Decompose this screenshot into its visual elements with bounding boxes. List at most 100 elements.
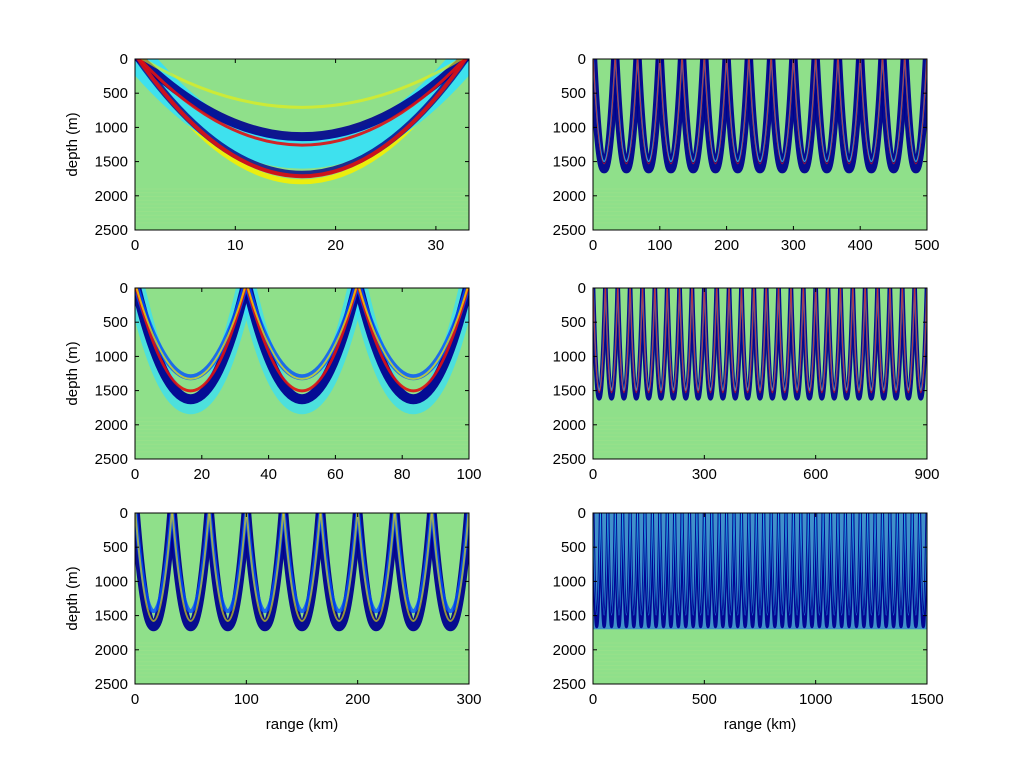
arrival-band <box>358 288 469 380</box>
arrival-band <box>696 513 705 616</box>
y-tick-label: 1000 <box>553 348 586 365</box>
arrival-band <box>763 513 772 616</box>
arrival-band <box>135 59 469 169</box>
arrival-band <box>728 288 742 394</box>
arrival-band <box>807 513 817 616</box>
y-tick-label: 2500 <box>553 676 586 693</box>
axes-frame <box>134 58 470 231</box>
x-tick-label: 0 <box>131 691 139 708</box>
x-tick-label: 500 <box>914 237 939 254</box>
arrival-band <box>911 513 920 616</box>
x-tick-label: 80 <box>394 466 411 483</box>
arrival-band <box>827 288 841 394</box>
y-tick-label: 2000 <box>553 188 586 205</box>
arrival-band <box>889 513 898 616</box>
y-tick-label: 2500 <box>95 222 128 239</box>
x-tick-label: 100 <box>234 691 259 708</box>
arrival-band <box>785 513 794 616</box>
arrival-band <box>246 288 358 380</box>
y-tick-label: 1000 <box>553 119 586 136</box>
arrival-band <box>617 288 631 394</box>
arrival-band <box>681 59 705 165</box>
arrival-band <box>882 59 906 165</box>
x-tick-label: 0 <box>589 466 597 483</box>
arrival-band <box>135 59 469 141</box>
x-tick-label: 30 <box>428 237 445 254</box>
x-axis-label: range (km) <box>266 716 339 733</box>
x-tick-label: 20 <box>327 237 344 254</box>
arrival-band <box>431 513 469 622</box>
arrival-band <box>741 513 750 616</box>
arrival-band <box>136 59 468 178</box>
arrival-band <box>637 513 646 616</box>
arrival-band <box>629 513 638 616</box>
x-tick-label: 200 <box>714 237 739 254</box>
arrival-band <box>901 288 916 394</box>
arrival-band <box>864 288 878 394</box>
arrival-band <box>246 288 358 393</box>
y-tick-label: 1500 <box>95 608 128 625</box>
arrival-band <box>245 513 285 622</box>
arrival-band <box>748 513 757 616</box>
arrival-band <box>666 288 681 394</box>
wavefield <box>135 288 469 453</box>
y-tick-label: 1500 <box>95 154 128 171</box>
y-axis-label: depth (m) <box>64 566 81 630</box>
x-tick-label: 300 <box>692 466 717 483</box>
x-tick-label: 200 <box>345 691 370 708</box>
arrival-band <box>691 288 705 394</box>
y-tick-label: 500 <box>103 539 128 556</box>
arrival-band <box>837 513 846 616</box>
arrival-band <box>790 288 804 394</box>
x-tick-label: 60 <box>327 466 344 483</box>
y-tick-label: 1500 <box>553 383 586 400</box>
y-tick-label: 500 <box>103 85 128 102</box>
y-tick-label: 2000 <box>95 642 128 659</box>
arrival-band <box>718 513 728 616</box>
arrival-band <box>765 288 780 394</box>
arrival-band <box>753 288 767 394</box>
arrival-band <box>679 288 693 394</box>
y-tick-label: 2500 <box>553 222 586 239</box>
x-tick-label: 10 <box>227 237 244 254</box>
arrival-band <box>726 59 750 165</box>
axes-frame <box>592 512 928 685</box>
wavefield <box>135 59 469 224</box>
arrival-band <box>394 513 433 622</box>
y-tick-label: 1500 <box>553 154 586 171</box>
arrival-band <box>711 513 720 616</box>
y-tick-label: 500 <box>561 539 586 556</box>
arrival-band <box>674 513 683 616</box>
arrival-band <box>654 288 668 394</box>
arrival-band <box>837 59 861 165</box>
arrival-band <box>726 513 735 616</box>
x-tick-label: 300 <box>781 237 806 254</box>
arrival-band <box>140 59 464 109</box>
y-tick-label: 2000 <box>553 642 586 659</box>
arrival-band <box>171 513 210 622</box>
arrival-band <box>614 513 624 616</box>
arrival-band <box>793 59 817 165</box>
arrival-band <box>778 288 792 394</box>
arrival-band <box>896 513 906 616</box>
arrival-band <box>593 288 606 394</box>
y-tick-label: 500 <box>561 85 586 102</box>
arrival-band <box>659 59 683 165</box>
field-background <box>135 513 469 684</box>
x-tick-label: 100 <box>456 466 481 483</box>
y-tick-label: 500 <box>561 314 586 331</box>
arrival-band <box>681 513 690 616</box>
arrival-band <box>882 513 891 616</box>
y-tick-label: 2000 <box>95 188 128 205</box>
arrival-band <box>703 513 713 616</box>
arrival-band <box>919 513 927 616</box>
arrival-band <box>135 288 246 380</box>
arrival-band <box>815 513 824 616</box>
arrival-band <box>852 513 861 616</box>
arrival-band <box>914 288 927 394</box>
arrival-band <box>604 288 619 394</box>
